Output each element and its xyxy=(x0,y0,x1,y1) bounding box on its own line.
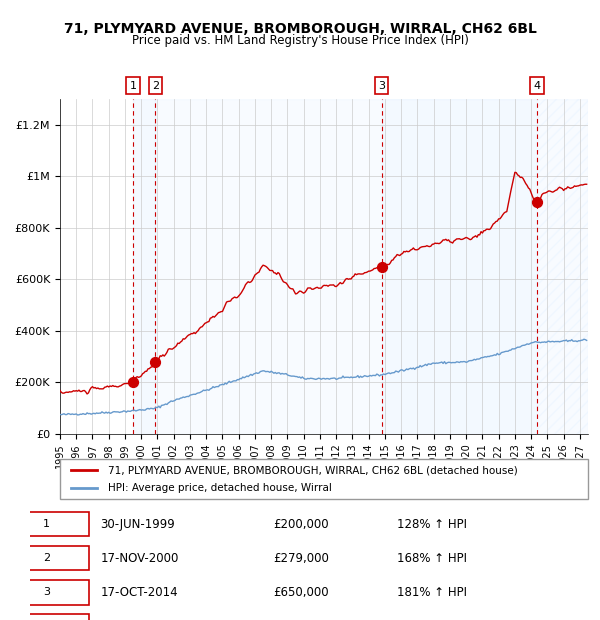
Bar xyxy=(133,99,155,434)
Text: 3: 3 xyxy=(43,587,50,597)
FancyBboxPatch shape xyxy=(3,614,89,620)
Text: 71, PLYMYARD AVENUE, BROMBOROUGH, WIRRAL, CH62 6BL: 71, PLYMYARD AVENUE, BROMBOROUGH, WIRRAL… xyxy=(64,22,536,36)
Text: HPI: Average price, detached house, Wirral: HPI: Average price, detached house, Wirr… xyxy=(107,483,331,493)
Bar xyxy=(382,99,537,434)
Point xyxy=(151,357,160,367)
Text: 17-NOV-2000: 17-NOV-2000 xyxy=(100,552,179,565)
Text: 30-JUN-1999: 30-JUN-1999 xyxy=(100,518,175,531)
FancyBboxPatch shape xyxy=(3,546,89,570)
Bar xyxy=(537,99,588,434)
Text: 71, PLYMYARD AVENUE, BROMBOROUGH, WIRRAL, CH62 6BL (detached house): 71, PLYMYARD AVENUE, BROMBOROUGH, WIRRAL… xyxy=(107,465,517,475)
Text: 17-OCT-2014: 17-OCT-2014 xyxy=(100,586,178,599)
Text: 128% ↑ HPI: 128% ↑ HPI xyxy=(397,518,467,531)
Text: 2: 2 xyxy=(152,81,159,91)
Bar xyxy=(537,99,588,434)
Text: £650,000: £650,000 xyxy=(273,586,329,599)
Text: £279,000: £279,000 xyxy=(273,552,329,565)
Text: 181% ↑ HPI: 181% ↑ HPI xyxy=(397,586,467,599)
Point xyxy=(128,378,138,388)
Text: 3: 3 xyxy=(378,81,385,91)
Text: 2: 2 xyxy=(43,553,50,563)
Bar xyxy=(155,99,588,434)
Point xyxy=(532,197,542,207)
FancyBboxPatch shape xyxy=(3,580,89,604)
FancyBboxPatch shape xyxy=(60,459,588,499)
Text: £200,000: £200,000 xyxy=(273,518,329,531)
Text: 4: 4 xyxy=(534,81,541,91)
Text: 168% ↑ HPI: 168% ↑ HPI xyxy=(397,552,467,565)
FancyBboxPatch shape xyxy=(3,512,89,536)
Text: 1: 1 xyxy=(43,519,50,529)
Point xyxy=(377,262,386,272)
Text: 1: 1 xyxy=(130,81,137,91)
Text: Price paid vs. HM Land Registry's House Price Index (HPI): Price paid vs. HM Land Registry's House … xyxy=(131,34,469,47)
